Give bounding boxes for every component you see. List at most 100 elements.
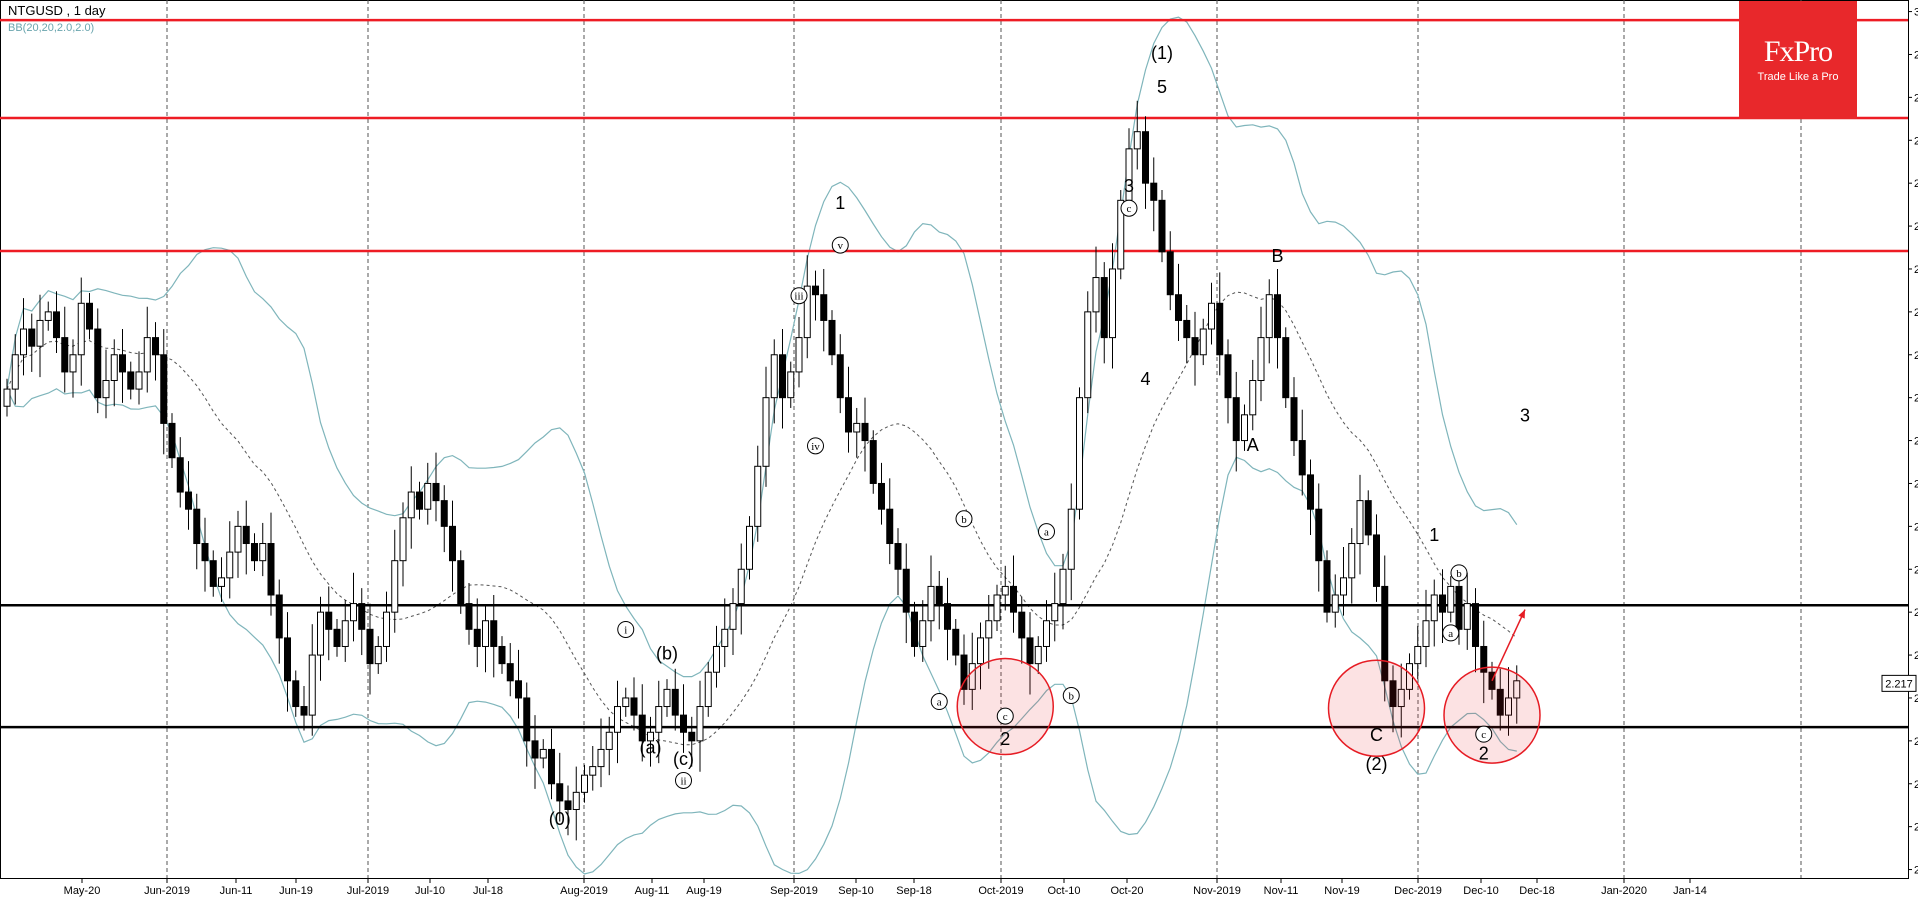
candle-body	[374, 645, 382, 665]
candle-body	[581, 774, 588, 793]
candle-body	[399, 517, 407, 562]
candle-body	[1472, 603, 1479, 647]
candle-body	[828, 319, 836, 356]
plot-frame	[0, 0, 1909, 879]
projection-arrowhead	[1518, 609, 1525, 619]
candle-body	[1364, 500, 1372, 536]
x-tick-label: Jun-11	[220, 885, 253, 897]
candle-body	[300, 706, 308, 716]
candle-body	[515, 680, 522, 699]
wave-label: iv	[811, 441, 820, 453]
candle-body	[935, 585, 943, 605]
candle-body	[201, 543, 209, 562]
y-tick-label: 2.850	[1914, 135, 1918, 147]
x-tick-label: Oct-2019	[978, 885, 1023, 897]
candle-body	[803, 285, 811, 339]
wave-label-circle	[1475, 725, 1493, 743]
wave-label: iii	[794, 291, 803, 303]
wave-label: (0)	[549, 809, 571, 829]
candle-body	[1059, 568, 1067, 605]
candle-body	[86, 302, 93, 330]
wave-label: 2	[1000, 729, 1010, 749]
candle-body	[1051, 603, 1059, 622]
candle-body	[952, 628, 960, 656]
candle-body	[1150, 182, 1158, 201]
x-tick-label: Nov-19	[1324, 885, 1359, 897]
candle-body	[69, 354, 77, 373]
x-tick-label: Aug-19	[686, 885, 721, 897]
wave-label: c	[1481, 729, 1486, 741]
candle-body	[160, 354, 168, 424]
wave-label: b	[961, 514, 967, 526]
candle-body	[836, 354, 844, 399]
candle-body	[61, 337, 69, 373]
candle-body	[605, 731, 613, 750]
candle-body	[242, 525, 250, 545]
candle-body	[1307, 474, 1314, 510]
wave-label: 5	[1157, 77, 1167, 97]
logo-tagline: Trade Like a Pro	[1757, 71, 1839, 83]
candle-body	[284, 637, 291, 682]
candle-body	[762, 397, 770, 467]
wave-label-circle	[1038, 523, 1055, 541]
candle-body	[209, 560, 217, 587]
projection-arrow	[1491, 609, 1526, 682]
wave-label-circle	[930, 693, 948, 711]
candle-body	[333, 628, 341, 647]
bollinger-middle	[6, 291, 1518, 746]
candle-body	[226, 551, 234, 579]
x-tick-label: Jan-14	[1673, 885, 1707, 897]
price-tag-box	[1881, 674, 1917, 692]
candle-body	[556, 783, 564, 802]
wave-label-circle	[790, 287, 808, 305]
wave-label-circle	[1450, 564, 1468, 582]
wave-label-circle	[831, 236, 849, 254]
candle-body	[531, 740, 539, 759]
candle-body	[1133, 131, 1141, 150]
y-tick-label: 2.350	[1914, 564, 1918, 576]
y-tick-label: 2.150	[1914, 736, 1918, 748]
candle-body	[1232, 397, 1240, 442]
candle-body	[482, 620, 489, 647]
candle-body	[1274, 294, 1281, 339]
candle-body	[688, 731, 696, 742]
y-tick-label: 2.750	[1914, 221, 1918, 233]
symbol-title: NTGUSD , 1 day	[8, 3, 106, 18]
candle-body	[465, 603, 473, 630]
candle-body	[960, 654, 968, 690]
candle-body	[407, 491, 415, 519]
y-tick-label: 2.950	[1914, 49, 1918, 61]
candle-body	[1340, 577, 1347, 596]
candle-body	[1455, 585, 1463, 630]
wave-label-circle	[996, 707, 1014, 725]
y-tick-label: 2.200	[1914, 693, 1918, 705]
candle-body	[795, 337, 803, 373]
wave-label: (a)	[640, 738, 662, 758]
candle-body	[1447, 585, 1455, 613]
candle-body	[1513, 680, 1521, 699]
candle-body	[1414, 645, 1422, 665]
x-tick-label: Jun-2019	[144, 885, 190, 897]
candle-body	[473, 628, 481, 647]
x-tick-label: Sep-10	[838, 885, 873, 897]
candle-body	[185, 491, 192, 510]
candle-body	[894, 543, 902, 570]
x-tick-label: Jul-18	[473, 885, 503, 897]
x-tick-label: Jul-10	[415, 885, 445, 897]
candle-body	[391, 560, 399, 613]
candle-body	[1439, 594, 1446, 613]
candle-body	[350, 603, 357, 622]
candle-body	[1034, 645, 1042, 665]
y-tick-label: 2.550	[1914, 393, 1918, 405]
candle-body	[1067, 508, 1075, 570]
y-tick-label: 3.000	[1914, 7, 1918, 19]
wave-label-circle	[1442, 624, 1460, 642]
wave-label: 3	[1520, 406, 1530, 426]
bollinger-lower	[6, 388, 1517, 875]
wave-label: b	[1069, 691, 1075, 703]
wave-label-circle	[1120, 199, 1138, 217]
candle-body	[267, 543, 275, 596]
candle-body	[44, 311, 52, 321]
candle-body	[630, 697, 638, 716]
